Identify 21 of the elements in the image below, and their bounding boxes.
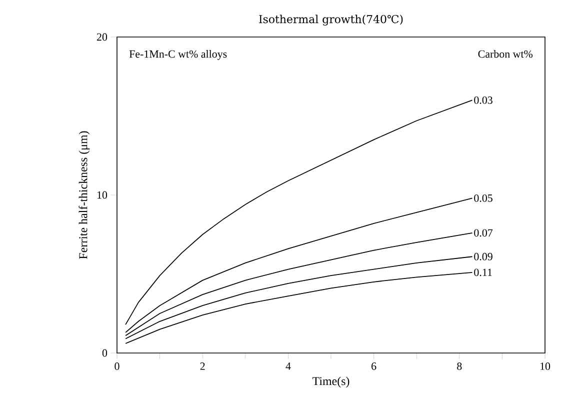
x-tick-label: 2 — [200, 362, 205, 370]
chart-title: Isothermal growth(740℃) — [259, 14, 403, 26]
y-tick-label: 20 — [97, 33, 108, 41]
annotation: Carbon wt% — [478, 50, 533, 58]
x-tick-label: 8 — [457, 362, 462, 370]
series-label: 0.07 — [474, 229, 493, 237]
y-tick-label: 10 — [97, 191, 108, 199]
series-label: 0.03 — [474, 96, 492, 104]
line-series — [125, 272, 473, 344]
x-tick-label: 6 — [372, 362, 376, 370]
y-tick-label: 0 — [102, 349, 108, 357]
x-axis-title: Time(s) — [312, 376, 350, 388]
line-series — [125, 232, 473, 336]
annotation: Fe-1Mn-C wt% alloys — [129, 50, 227, 60]
series-label: 0.09 — [474, 252, 492, 260]
series-label: 0.05 — [474, 194, 492, 202]
x-tick-label: 4 — [286, 362, 291, 370]
y-axis-title: Ferrite half-thickness (μm) — [78, 131, 90, 259]
x-tick-label: 10 — [540, 362, 550, 370]
x-tick-label: 0 — [114, 362, 120, 370]
series-label: 0.11 — [474, 268, 492, 276]
